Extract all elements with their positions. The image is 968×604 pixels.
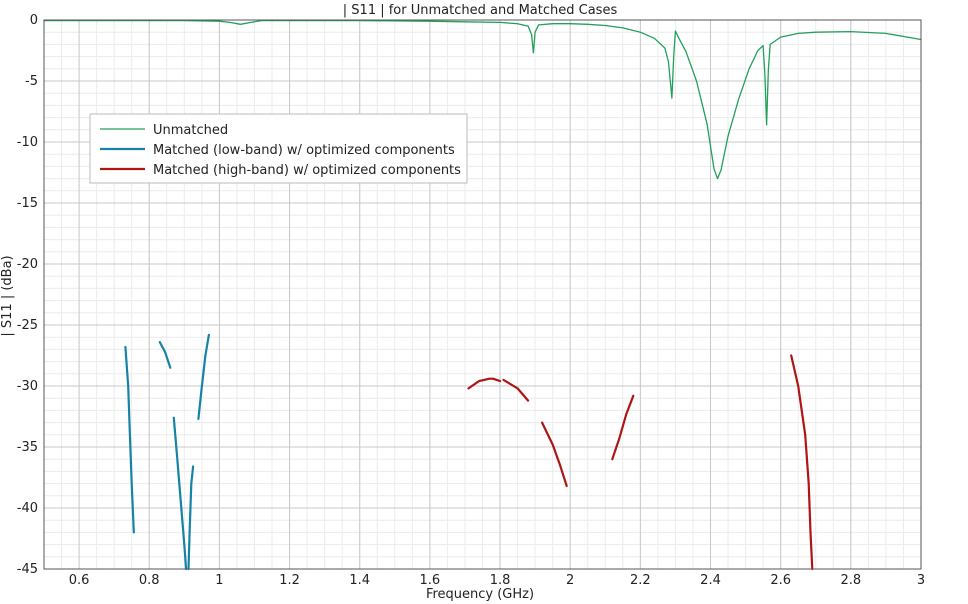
series-line <box>467 377 502 390</box>
y-tick-label: -5 <box>25 74 38 89</box>
x-tick-label: 2.4 <box>700 573 721 588</box>
x-tick-label: 1 <box>215 573 223 588</box>
y-axis-label: | S11 | (dBa) <box>0 255 15 336</box>
legend-box <box>89 113 468 184</box>
chart-title: | S11 | for Unmatched and Matched Cases <box>343 3 618 18</box>
legend-entry: Matched (high-band) w/ optimized compone… <box>153 163 461 178</box>
x-tick-label: 0.6 <box>69 573 90 588</box>
series-line <box>172 416 188 571</box>
x-axis-label: Frequency (GHz) <box>426 587 534 602</box>
y-tick-label: -30 <box>17 379 38 394</box>
x-tick-label: 1.4 <box>349 573 370 588</box>
x-tick-label: 3 <box>917 573 925 588</box>
series-2 <box>124 333 210 571</box>
series-line <box>611 394 635 461</box>
legend: Unmatched Matched (low-band) w/ optimized… <box>89 113 468 184</box>
series-line <box>158 341 172 369</box>
series-group <box>43 19 922 571</box>
y-tick-label: -45 <box>17 562 38 577</box>
series-line <box>502 378 530 402</box>
x-tick-label: 2.6 <box>770 573 791 588</box>
series-line <box>43 19 922 180</box>
legend-entry: Unmatched <box>153 123 228 138</box>
x-tick-label: 1.8 <box>490 573 511 588</box>
legend-entry: Matched (low-band) w/ optimized componen… <box>153 143 455 158</box>
series-line <box>790 354 814 571</box>
y-tick-label: 0 <box>30 13 38 28</box>
y-tick-label: -35 <box>17 440 38 455</box>
y-tick-label: -40 <box>17 501 38 516</box>
x-tick-label: 2.2 <box>630 573 651 588</box>
series-1 <box>43 19 922 180</box>
x-tick-label: 1.6 <box>420 573 441 588</box>
y-tick-label: -20 <box>17 257 38 272</box>
y-tick-label: -25 <box>17 318 38 333</box>
x-tick-label: 2.8 <box>840 573 861 588</box>
plot-frame <box>43 19 922 570</box>
series-line <box>124 345 135 534</box>
y-tick-label: -10 <box>17 135 38 150</box>
y-tick-label: -15 <box>17 196 38 211</box>
x-tick-label: 2 <box>566 573 574 588</box>
ticks: 0.6 0.8 1 1.2 1.4 1.6 1.8 2 2.2 2.4 2.6 2.8 3 0 -5 -10 -… <box>17 13 925 588</box>
series-3 <box>467 354 814 571</box>
series-line <box>197 333 210 420</box>
x-tick-label: 1.2 <box>279 573 300 588</box>
series-line <box>540 421 568 488</box>
x-tick-label: 0.8 <box>139 573 160 588</box>
series-line <box>187 465 195 571</box>
